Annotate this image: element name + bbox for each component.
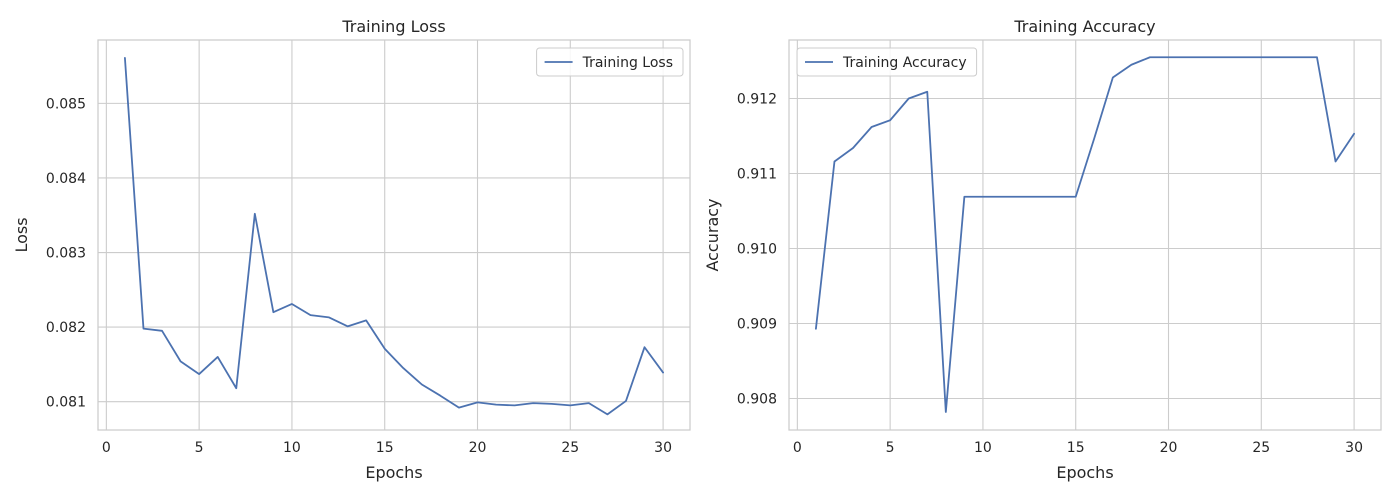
accuracy-legend-label: Training Accuracy	[842, 55, 967, 71]
accuracy-plot-frame	[788, 39, 1382, 431]
loss-legend-box	[536, 47, 684, 77]
accuracy-y-tick-label: 0.909	[737, 317, 777, 333]
accuracy-x-tick-label: 20	[1160, 440, 1178, 456]
loss-x-axis-label: Epochs	[365, 463, 422, 482]
loss-x-tick-label: 15	[376, 440, 394, 456]
accuracy-x-tick-label: 5	[886, 440, 895, 456]
accuracy-x-tick-label: 0	[793, 440, 802, 456]
accuracy-y-axis-label: Accuracy	[703, 198, 722, 271]
accuracy-x-axis-label: Epochs	[1056, 463, 1113, 482]
loss-x-tick-label: 10	[283, 440, 301, 456]
loss-y-tick-label: 0.081	[46, 395, 86, 411]
loss-x-tick-label: 5	[195, 440, 204, 456]
accuracy-y-tick-label: 0.912	[737, 92, 777, 108]
loss-y-tick-label: 0.082	[46, 320, 86, 336]
accuracy-y-tick-label: 0.910	[737, 242, 777, 258]
loss-y-tick-label: 0.083	[46, 246, 86, 262]
accuracy-x-tick-label: 10	[974, 440, 992, 456]
loss-tick-labels: 0 5 10 15 20 25 30 0.081 0.082 0.083 0.084 0.085	[46, 96, 672, 456]
accuracy-legend: Training Accuracy	[796, 47, 978, 77]
loss-x-tick-label: 20	[469, 440, 487, 456]
loss-x-tick-label: 30	[654, 440, 672, 456]
accuracy-chart-title: Training Accuracy	[1013, 17, 1155, 36]
loss-series-line	[124, 57, 664, 416]
loss-x-tick-label: 25	[561, 440, 579, 456]
loss-legend: Training Loss	[536, 47, 684, 77]
accuracy-y-tick-label: 0.911	[737, 167, 777, 183]
loss-y-tick-label: 0.084	[46, 171, 86, 187]
loss-y-axis-label: Loss	[12, 217, 31, 252]
loss-y-tick-label: 0.085	[46, 96, 86, 112]
accuracy-y-tick-label: 0.908	[737, 392, 777, 408]
loss-plot-frame	[97, 39, 691, 431]
accuracy-x-tick-label: 30	[1345, 440, 1363, 456]
accuracy-x-tick-label: 25	[1252, 440, 1270, 456]
accuracy-x-tick-label: 15	[1067, 440, 1085, 456]
accuracy-chart-panel: 0 5 10 15 20 25 30 0.908 0.909 0.910 0.911 0.912 Tr…	[703, 17, 1382, 482]
accuracy-legend-box	[796, 47, 978, 77]
accuracy-series-line	[815, 56, 1355, 413]
accuracy-tick-labels: 0 5 10 15 20 25 30 0.908 0.909 0.910 0.911 0.912	[737, 92, 1363, 457]
accuracy-grid	[789, 40, 1381, 430]
loss-chart-panel: 0 5 10 15 20 25 30 0.081 0.082 0.083 0.084 0.085 Tr…	[12, 17, 691, 482]
loss-grid	[98, 40, 690, 430]
loss-legend-label: Training Loss	[582, 55, 673, 71]
loss-chart-title: Training Loss	[341, 17, 445, 36]
loss-x-tick-label: 0	[102, 440, 111, 456]
